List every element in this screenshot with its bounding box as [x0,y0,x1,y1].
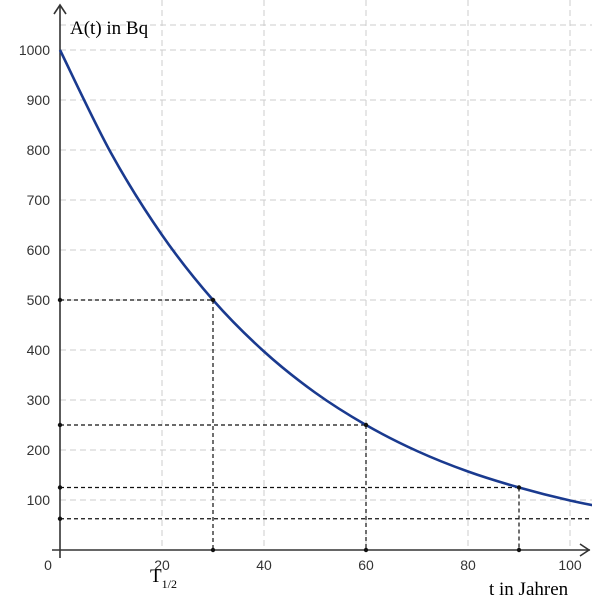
x-tick-label: 100 [558,557,582,573]
half-life-label-main: T [150,566,162,587]
curve-point [363,422,369,428]
curve-point [210,297,216,303]
y-tick-label: 200 [27,442,51,458]
y-tick-label: 600 [27,242,51,258]
reference-guides [60,299,592,550]
series [58,49,592,507]
tick-labels: 0204060801001201401002003004005006007008… [19,42,582,573]
y-axis-label: A(t) in Bq [70,18,149,39]
y-tick-label: 300 [27,392,51,408]
x-axis-arrow [579,543,591,557]
y-axis-arrow [53,3,67,15]
x-tick-label: 80 [460,557,476,573]
x-axis-point [363,547,369,553]
half-life-label: T1/2 [150,566,177,591]
y-axis-point [57,297,63,303]
x-tick-label: 20 [154,557,170,573]
x-tick-label: 60 [358,557,374,573]
y-axis-point [57,485,63,490]
y-tick-label: 1000 [19,42,50,58]
x-axis-label: t in Jahren [489,579,569,600]
y-tick-label: 100 [27,492,51,508]
x-axis-point [210,547,216,553]
decay-curve [58,49,592,507]
curve-point [516,485,522,490]
y-tick-label: 700 [27,192,51,208]
half-life-label-sub: 1/2 [162,577,177,591]
y-tick-label: 800 [27,142,51,158]
y-tick-label: 400 [27,342,51,358]
axes [52,3,591,558]
reference-points [57,297,522,553]
y-axis-point [57,516,63,521]
y-tick-label: 900 [27,92,51,108]
x-tick-label: 40 [256,557,272,573]
y-tick-label: 500 [27,292,51,308]
grid [60,0,592,550]
y-axis-point [57,422,63,428]
x-tick-label: 0 [44,557,52,573]
x-axis-point [516,547,522,553]
